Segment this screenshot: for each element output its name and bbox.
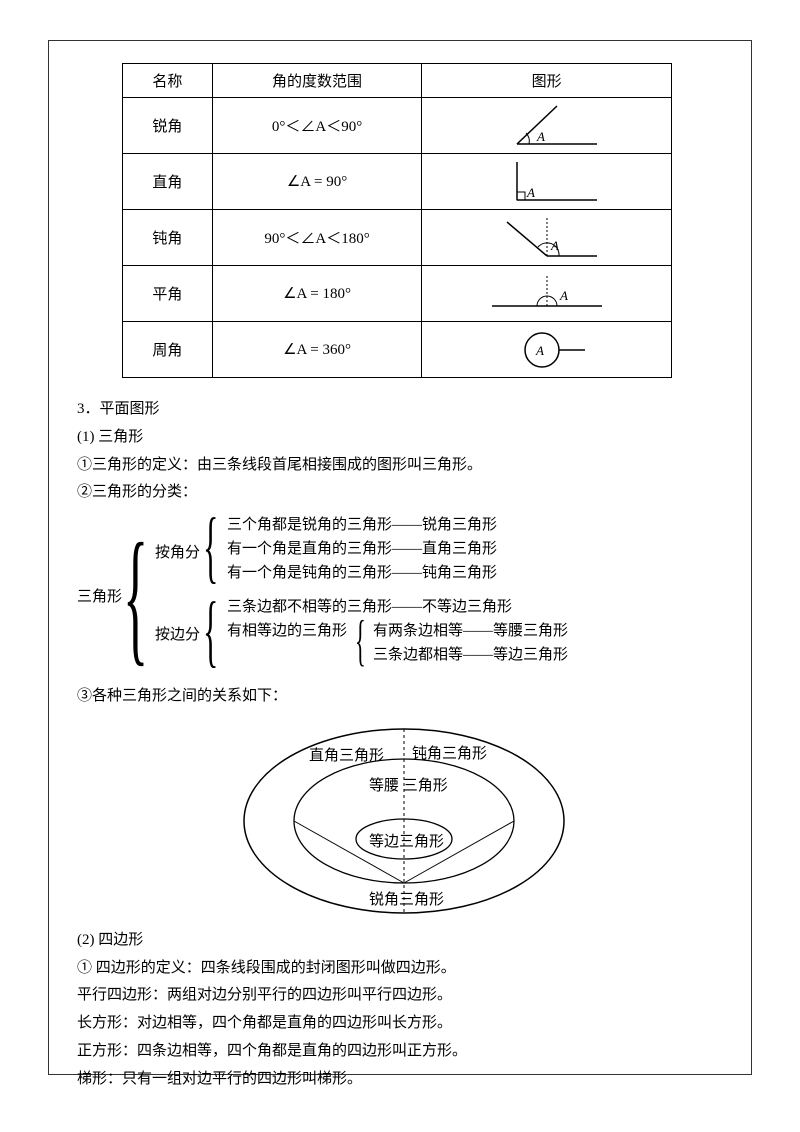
- angle-figure-full: A: [422, 322, 672, 378]
- classification-tree: 三角形 { 按角分 按边分 { { 三个角都是锐角的三角形——锐角三角形 有一个…: [77, 513, 731, 683]
- triangle-subtitle: (1) 三角形: [77, 424, 731, 452]
- tree-root: 三角形: [77, 585, 122, 609]
- th-range: 角的度数范围: [212, 64, 422, 98]
- table-header-row: 名称 角的度数范围 图形: [123, 64, 672, 98]
- section-plane-figures: 3．平面图形 (1) 三角形 ①三角形的定义：由三条线段首尾相接围成的图形叫三角…: [77, 396, 731, 1093]
- angle-figure-obtuse: A: [422, 210, 672, 266]
- tree-leaf: 有一个角是直角的三角形——直角三角形: [227, 537, 497, 561]
- page-frame: 名称 角的度数范围 图形 锐角 0°＜∠A＜90° A 直角: [48, 40, 752, 1075]
- triangle-classification-title: ②三角形的分类：: [77, 479, 731, 507]
- angle-name: 锐角: [123, 98, 213, 154]
- table-row: 直角 ∠A = 90° A: [123, 154, 672, 210]
- table-row: 平角 ∠A = 180° A: [123, 266, 672, 322]
- quad-square: 正方形：四条边相等，四个角都是直角的四边形叫正方形。: [77, 1038, 731, 1066]
- angle-figure-acute: A: [422, 98, 672, 154]
- tree-leaf: 有一个角是钝角的三角形——钝角三角形: [227, 561, 497, 585]
- tree-leaf: 有相等边的三角形: [227, 619, 347, 643]
- quadrilateral-section: (2) 四边形 ① 四边形的定义：四条线段围成的封闭图形叫做四边形。 平行四边形…: [77, 927, 731, 1094]
- full-angle-icon: A: [487, 326, 607, 374]
- quad-trapezoid: 梯形：只有一组对边平行的四边形叫梯形。: [77, 1066, 731, 1094]
- quad-rectangle: 长方形：对边相等，四个角都是直角的四边形叫长方形。: [77, 1010, 731, 1038]
- angle-figure-right: A: [422, 154, 672, 210]
- table-row: 周角 ∠A = 360° A: [123, 322, 672, 378]
- angle-name: 平角: [123, 266, 213, 322]
- svg-text:A: A: [559, 288, 568, 303]
- angle-figure-straight: A: [422, 266, 672, 322]
- svg-text:A: A: [526, 185, 535, 200]
- angle-range: 90°＜∠A＜180°: [212, 210, 422, 266]
- acute-angle-icon: A: [487, 102, 607, 150]
- section-title: 3．平面图形: [77, 396, 731, 424]
- quad-definition: ① 四边形的定义：四条线段围成的封闭图形叫做四边形。: [77, 955, 731, 983]
- tree-leaf: 三个角都是锐角的三角形——锐角三角形: [227, 513, 497, 537]
- angle-name: 周角: [123, 322, 213, 378]
- angle-table: 名称 角的度数范围 图形 锐角 0°＜∠A＜90° A 直角: [122, 63, 672, 378]
- svg-text:A: A: [535, 343, 544, 358]
- th-figure: 图形: [422, 64, 672, 98]
- obtuse-angle-icon: A: [487, 214, 607, 262]
- svg-text:A: A: [550, 238, 559, 253]
- tree-leaf: 三条边都不相等的三角形——不等边三角形: [227, 595, 512, 619]
- venn-label-right: 直角三角形: [309, 743, 384, 771]
- triangle-definition: ①三角形的定义：由三条线段首尾相接围成的图形叫三角形。: [77, 452, 731, 480]
- right-angle-icon: A: [487, 158, 607, 206]
- svg-text:A: A: [536, 129, 545, 144]
- straight-angle-icon: A: [482, 270, 612, 318]
- th-name: 名称: [123, 64, 213, 98]
- angle-range: ∠A = 180°: [212, 266, 422, 322]
- venn-label-acute: 锐角三角形: [369, 887, 444, 915]
- tree-by-side: 按边分: [155, 623, 200, 647]
- angle-range: ∠A = 360°: [212, 322, 422, 378]
- quad-subtitle: (2) 四边形: [77, 927, 731, 955]
- quad-parallelogram: 平行四边形：两组对边分别平行的四边形叫平行四边形。: [77, 982, 731, 1010]
- tree-leaf: 有两条边相等——等腰三角形: [373, 619, 568, 643]
- triangle-venn-diagram: 直角三角形 钝角三角形 等腰 三角形 等边三角形 锐角三角形: [234, 721, 574, 921]
- table-row: 锐角 0°＜∠A＜90° A: [123, 98, 672, 154]
- brace-icon: {: [123, 521, 148, 671]
- tree-leaf: 三条边都相等——等边三角形: [373, 643, 568, 667]
- table-row: 钝角 90°＜∠A＜180° A: [123, 210, 672, 266]
- angle-name: 直角: [123, 154, 213, 210]
- angle-range: 0°＜∠A＜90°: [212, 98, 422, 154]
- angle-name: 钝角: [123, 210, 213, 266]
- angle-range: ∠A = 90°: [212, 154, 422, 210]
- brace-icon: {: [203, 507, 218, 587]
- brace-icon: {: [203, 591, 218, 671]
- venn-label-obtuse: 钝角三角形: [412, 741, 487, 769]
- tree-by-angle: 按角分: [155, 541, 200, 565]
- brace-icon: {: [355, 613, 366, 669]
- venn-label-isosceles: 等腰 三角形: [369, 773, 448, 801]
- triangle-relationship-title: ③各种三角形之间的关系如下：: [77, 683, 731, 711]
- venn-label-equilateral: 等边三角形: [369, 829, 444, 857]
